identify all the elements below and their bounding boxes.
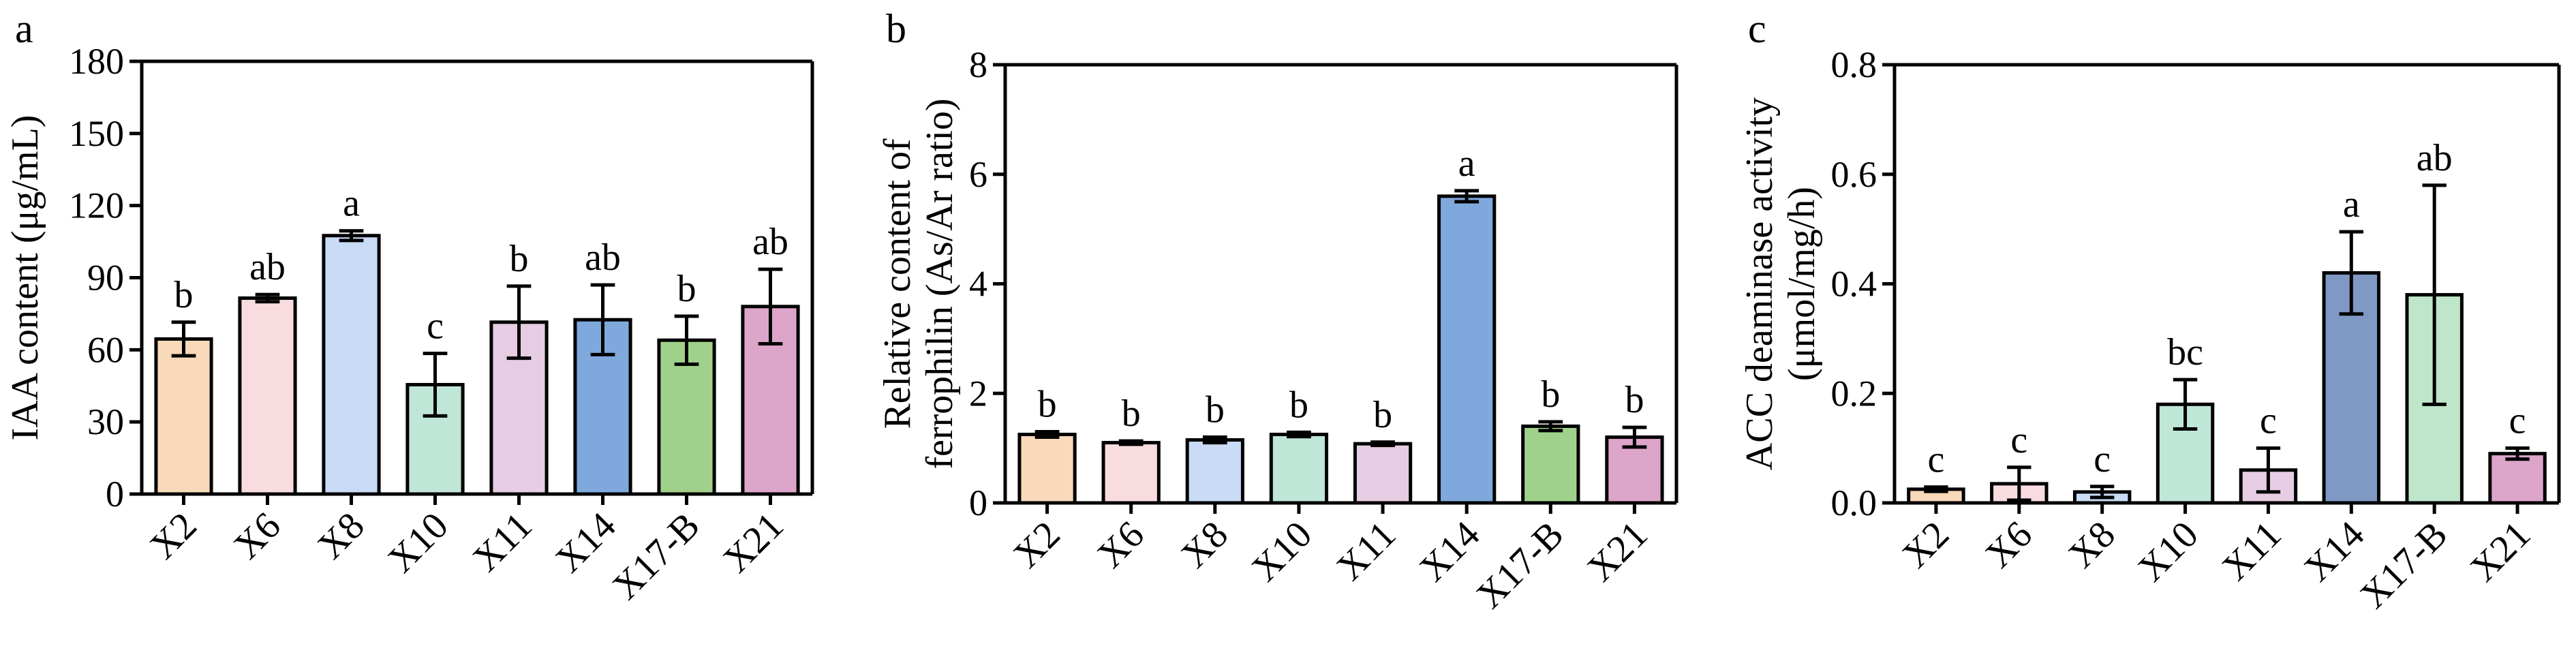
x-tick-label: X21 (716, 504, 792, 581)
panel-a: a 0 30 60 90 120 150 180 IAA content (μg/mL) b X2 a… (4, 6, 814, 608)
x-tick-label: X2 (1895, 513, 1957, 576)
x-tick-label: X10 (380, 504, 457, 581)
x-tick-label: X2 (142, 504, 204, 567)
y-tick-label: 0 (106, 474, 124, 514)
panel-label: c (1748, 6, 1766, 51)
significance-label: b (1289, 384, 1308, 426)
panel-b: b 0 2 4 6 8 Relative content of ferrophilin (As… (876, 6, 1678, 617)
significance-label: a (1458, 142, 1475, 185)
y-axis-label: Relative content of (876, 138, 919, 429)
x-tick-label: X17-B (604, 504, 708, 608)
bar (1353, 442, 1413, 505)
x-tick-label: X8 (1174, 513, 1236, 576)
significance-label: b (510, 238, 529, 280)
x-tick-label: X11 (2214, 513, 2290, 589)
y-tick-label: 0.0 (1831, 482, 1877, 523)
significance-label: a (343, 183, 360, 225)
y-tick-label: 60 (87, 329, 124, 370)
x-tick-label: X17-B (1469, 513, 1572, 617)
significance-label: c (427, 305, 444, 348)
x-tick-label: X21 (1580, 513, 1656, 589)
x-tick-label: X2 (1006, 513, 1069, 576)
x-tick-label: X11 (465, 504, 540, 580)
significance-label: b (1625, 379, 1644, 421)
significance-label: c (2509, 400, 2526, 442)
y-axis-label: IAA content (μg/mL) (4, 115, 46, 441)
x-tick-label: X6 (1978, 513, 2040, 576)
significance-label: c (1928, 439, 1945, 481)
significance-label: b (1541, 373, 1560, 416)
x-tick-label: X10 (2130, 513, 2207, 589)
y-tick-label: 0.4 (1831, 264, 1877, 305)
significance-label: b (677, 268, 696, 310)
significance-label: c (2260, 400, 2277, 442)
bar (1185, 438, 1244, 505)
x-tick-label: X10 (1244, 513, 1320, 589)
significance-label: ab (249, 246, 286, 288)
significance-label: ab (752, 221, 788, 263)
y-tick-label: 2 (969, 373, 987, 414)
y-axis-label: (μmol/mg/h) (1781, 187, 1823, 381)
x-tick-label: X21 (2462, 513, 2539, 589)
significance-label: b (1122, 393, 1141, 435)
y-tick-label: 0.2 (1831, 373, 1877, 414)
significance-label: c (2094, 438, 2111, 480)
y-tick-label: 0.8 (1831, 44, 1877, 85)
bar (2488, 452, 2547, 505)
y-tick-label: 0.6 (1831, 154, 1877, 195)
x-tick-label: X11 (1329, 513, 1405, 589)
significance-label: bc (2167, 331, 2203, 373)
significance-label: b (1373, 394, 1392, 436)
bar (1521, 424, 1580, 505)
y-tick-label: 150 (69, 113, 124, 154)
significance-label: b (174, 274, 194, 316)
y-tick-label: 90 (87, 258, 124, 298)
bar (1437, 194, 1497, 505)
y-tick-label: 120 (69, 185, 124, 226)
y-tick-label: 30 (87, 401, 124, 442)
y-tick-label: 4 (969, 264, 987, 305)
y-axis-label: ACC deaminase activity (1738, 97, 1781, 470)
y-tick-label: 180 (69, 41, 124, 82)
significance-label: a (2343, 183, 2360, 226)
y-tick-label: 0 (969, 482, 987, 523)
panel-label: b (886, 6, 906, 51)
significance-label: c (2010, 419, 2027, 461)
y-tick-label: 6 (969, 154, 987, 195)
bar (1269, 433, 1329, 505)
panel-label: a (15, 6, 33, 51)
bar (154, 337, 213, 496)
x-tick-label: X6 (1090, 513, 1152, 576)
significance-label: b (1038, 384, 1057, 426)
bar (322, 234, 381, 496)
significance-label: ab (2417, 137, 2453, 179)
x-tick-label: X8 (309, 504, 372, 567)
significance-label: ab (585, 236, 621, 279)
x-tick-label: X6 (226, 504, 288, 567)
bar (1017, 433, 1077, 505)
y-axis-label: ferrophilin (As/Ar ratio) (919, 98, 961, 469)
x-tick-label: X17-B (2352, 513, 2456, 617)
significance-label: b (1206, 389, 1225, 431)
x-tick-label: X8 (2061, 513, 2123, 576)
panel-c: c 0.0 0.2 0.4 0.6 0.8 ACC deaminase activity (μ… (1738, 6, 2561, 617)
bar (1101, 441, 1161, 505)
bar (238, 296, 297, 496)
y-tick-label: 8 (969, 44, 987, 85)
